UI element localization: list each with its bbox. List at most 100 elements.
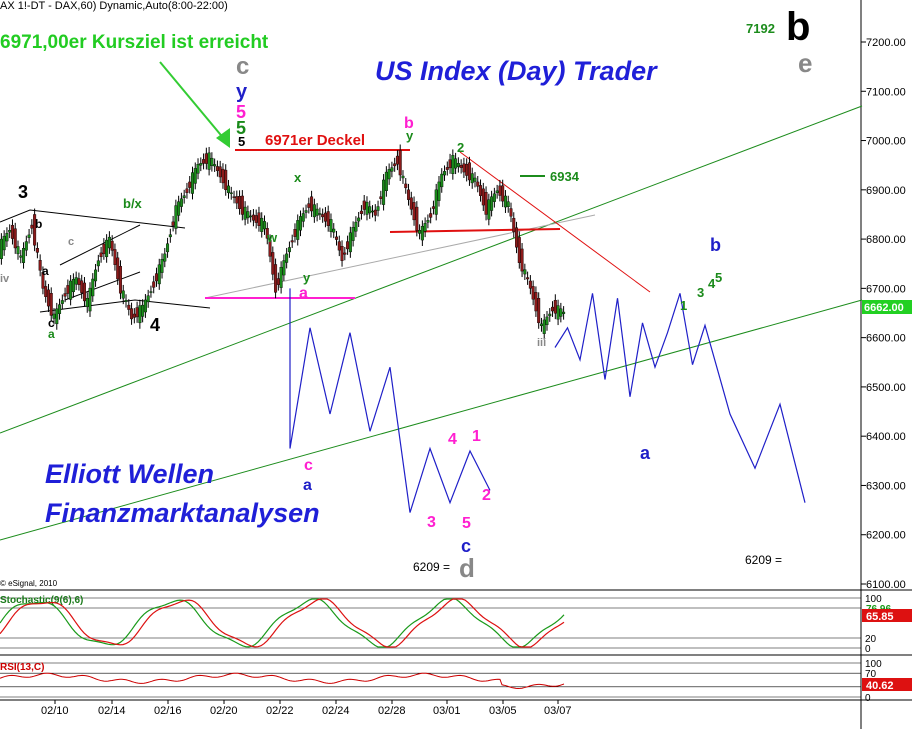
stochastic-value: 65.85 [866, 611, 894, 623]
symbol-line: AX 1!-DT - DAX,60) Dynamic,Auto(8:00-22:… [0, 0, 228, 12]
target-6209-left: 6209 = [413, 560, 450, 574]
candle-body [265, 228, 269, 239]
candle-body [451, 155, 455, 175]
candle-body [138, 305, 142, 324]
candle-body [492, 193, 496, 202]
candle-body [146, 295, 150, 303]
candle-body [177, 201, 181, 216]
candle-body [107, 236, 111, 249]
candle-body [401, 175, 405, 179]
candle-body [82, 282, 86, 302]
candle-body [2, 235, 6, 251]
candle-body [465, 163, 469, 176]
candle-body [462, 163, 466, 173]
candle-body [135, 307, 139, 318]
candle-body [33, 214, 37, 246]
candle-body [157, 264, 161, 285]
y-tick-label: 7000.00 [866, 136, 906, 148]
candle-body [41, 272, 45, 289]
candle-body [323, 212, 327, 222]
x-tick-label: 02/22 [266, 705, 294, 717]
target-arrow-head [216, 128, 230, 148]
candle-body [251, 214, 255, 221]
stochastic-d-line [0, 598, 565, 648]
candle-body [526, 277, 530, 280]
candle-body [531, 286, 535, 300]
candle-body [188, 181, 192, 188]
y-tick-label: 6100.00 [866, 579, 906, 591]
candle-body [445, 167, 449, 170]
y-tick-label: 6700.00 [866, 283, 906, 295]
candle-body [199, 163, 203, 166]
candle-body [404, 183, 408, 189]
y-tick-label: 6300.00 [866, 480, 906, 492]
candle-body [384, 171, 388, 192]
candle-body [163, 253, 167, 262]
wave-label: w [266, 230, 278, 245]
candle-body [299, 216, 303, 231]
candle-body [130, 308, 134, 320]
candle-body [235, 196, 239, 204]
candle-body [102, 243, 106, 255]
candle-body [528, 280, 532, 289]
candle-body [551, 306, 555, 312]
candle-body [19, 255, 23, 258]
candle-body [152, 281, 156, 288]
y-tick-label: 6800.00 [866, 234, 906, 246]
wave-label: b [786, 5, 810, 49]
wave-label: b [404, 115, 414, 132]
candle-body [359, 210, 363, 214]
candle-body [340, 246, 344, 261]
candle-body [373, 209, 377, 216]
candle-body [132, 313, 136, 318]
candle-body [171, 221, 175, 226]
candle-body [193, 168, 197, 184]
candle-body [260, 217, 264, 232]
wave-label: 3 [427, 514, 436, 531]
candle-body [440, 173, 444, 188]
stochastic-tick: 100 [865, 594, 882, 605]
wave-label: 5 [715, 270, 722, 285]
candle-body [0, 238, 3, 260]
candle-body [174, 205, 178, 229]
wave-label: c [68, 236, 74, 248]
candle-body [523, 269, 527, 275]
candle-body [279, 266, 283, 288]
candle-body [426, 220, 430, 223]
candle-body [542, 319, 546, 334]
candle-body [10, 225, 14, 239]
wave-label: d [459, 553, 475, 583]
candle-body [376, 206, 380, 211]
candle-body [116, 257, 120, 280]
candle-body [346, 241, 350, 250]
target-6209-right: 6209 = [745, 553, 782, 567]
stochastic-value-box [862, 609, 912, 622]
candle-body [553, 299, 557, 314]
candle-body [398, 150, 402, 176]
candle-body [559, 308, 563, 317]
wave-label: a [299, 285, 308, 302]
candle-body [80, 280, 84, 293]
stochastic-tick: 0 [865, 644, 871, 655]
candle-body [456, 163, 460, 167]
wave-label: a [42, 264, 49, 278]
candle-body [44, 286, 48, 297]
candle-body [326, 211, 330, 226]
candle-body [423, 223, 427, 232]
candle-body [332, 228, 336, 233]
wave-label: x [294, 170, 302, 185]
candle-body [390, 167, 394, 172]
candle-body [517, 237, 521, 263]
wave-label: a [48, 327, 55, 341]
candle-body [318, 213, 322, 215]
candle-body [382, 179, 386, 205]
chart-title-brand: US Index (Day) Trader [375, 56, 658, 86]
candle-body [168, 234, 172, 238]
elliott-label-2: Finanzmarktanalysen [45, 498, 320, 528]
candle-body [182, 195, 186, 198]
last-price-label: 6662.00 [864, 302, 904, 314]
candle-body [556, 305, 560, 320]
rsi-label: RSI(13,C) [0, 662, 44, 673]
candle-body [490, 196, 494, 211]
candle-body [351, 227, 355, 241]
